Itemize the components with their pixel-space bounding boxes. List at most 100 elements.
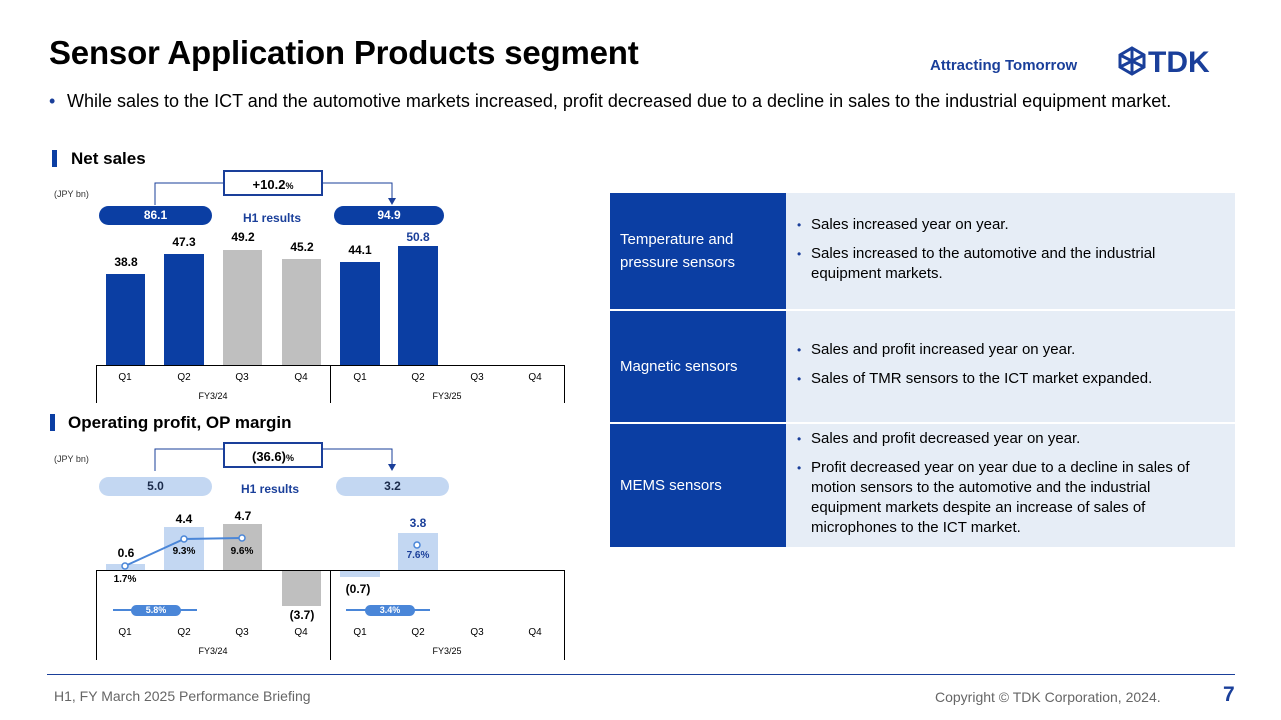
- net-sales-bar-q4-fy24: [282, 259, 321, 365]
- footer-left-text: H1, FY March 2025 Performance Briefing: [54, 688, 311, 704]
- op-h1-results-label: H1 results: [241, 482, 300, 496]
- op-margin-label: 7.6%: [406, 550, 430, 561]
- fy-label: FY3/24: [198, 646, 228, 656]
- quarter-label: Q4: [294, 372, 308, 383]
- tdk-logo: TDK: [1118, 46, 1210, 76]
- description-cell: Sales and profit decreased year on year.…: [786, 423, 1235, 549]
- description-cell: Sales increased year on year. Sales incr…: [786, 193, 1235, 311]
- axis-divider: [330, 570, 331, 660]
- list-item: Sales of TMR sensors to the ICT market e…: [797, 369, 1215, 389]
- op-growth-unit: %: [285, 453, 294, 463]
- net-sales-heading: Net sales: [71, 149, 146, 168]
- op-value-label: 0.6: [117, 546, 135, 560]
- op-margin-label: 1.7%: [113, 574, 137, 585]
- op-avg-margin-curr: 3.4%: [365, 605, 415, 616]
- op-avg-margin-prev: 5.8%: [131, 605, 181, 616]
- bullet-dot: •: [49, 91, 56, 111]
- copyright-text: Copyright © TDK Corporation, 2024.: [935, 689, 1161, 705]
- net-sales-growth-box: +10.2%: [223, 170, 323, 196]
- quarter-label: Q2: [177, 627, 191, 638]
- net-sales-value-label: 50.8: [406, 230, 430, 244]
- list-item: Sales increased to the automotive and th…: [797, 244, 1215, 284]
- section-marker: [50, 414, 55, 431]
- tagline: Attracting Tomorrow: [930, 57, 1078, 74]
- quarter-label: Q4: [528, 627, 542, 638]
- net-sales-value-label: 44.1: [348, 243, 372, 257]
- net-sales-unit: (JPY bn): [54, 189, 89, 199]
- net-sales-growth-unit: %: [285, 181, 294, 191]
- h1-curr-pill: 94.9: [334, 206, 444, 225]
- quarter-label: Q2: [411, 372, 425, 383]
- net-sales-growth: +10.2: [252, 177, 286, 192]
- quarter-label: Q3: [470, 372, 484, 383]
- op-value-label: 4.4: [175, 512, 193, 526]
- page-number: 7: [1223, 683, 1235, 706]
- net-sales-bar-q1-fy25: [340, 262, 380, 365]
- net-sales-connector: [154, 182, 396, 471]
- net-sales-bar-q3-fy24: [223, 250, 262, 365]
- op-h1-prev-pill: 5.0: [99, 477, 212, 496]
- h1-results-label: H1 results: [243, 211, 302, 225]
- list-item: Sales and profit decreased year on year.: [797, 429, 1215, 449]
- list-item: Sales and profit increased year on year.: [797, 340, 1215, 360]
- h1-prev-pill: 86.1: [99, 206, 212, 225]
- net-sales-bar-q1-fy24: [106, 274, 145, 365]
- op-growth: (36.6): [252, 449, 286, 464]
- axis-divider: [96, 570, 97, 660]
- net-sales-value-label: 38.8: [114, 255, 138, 269]
- quarter-label: Q1: [118, 627, 132, 638]
- section-marker: [52, 150, 57, 167]
- op-bar-q4-fy24: [282, 570, 321, 606]
- fy-label: FY3/24: [198, 391, 228, 401]
- op-unit: (JPY bn): [54, 454, 89, 464]
- net-sales-bar-q2-fy24: [164, 254, 204, 365]
- op-margin-label: 9.6%: [230, 546, 254, 557]
- quarter-label: Q2: [177, 372, 191, 383]
- op-margin-label: 9.3%: [172, 546, 196, 557]
- op-value-label: 3.8: [409, 516, 427, 530]
- list-item: Profit decreased year on year due to a d…: [797, 458, 1215, 538]
- svg-text:TDK: TDK: [1148, 46, 1210, 76]
- quarter-label: Q4: [528, 372, 542, 383]
- op-bar-q2-fy25: [398, 533, 438, 570]
- quarter-label: Q1: [353, 372, 367, 383]
- op-bar-q2-fy24: [164, 527, 204, 570]
- op-value-label: (0.7): [345, 582, 371, 596]
- op-bar-q3-fy24: [223, 524, 262, 570]
- quarter-label: Q1: [353, 627, 367, 638]
- net-sales-bar-q2-fy25: [398, 246, 438, 365]
- net-sales-value-label: 45.2: [290, 240, 314, 254]
- op-h1-curr-pill: 3.2: [336, 477, 449, 496]
- description-cell: Sales and profit increased year on year.…: [786, 310, 1235, 424]
- category-cell: Temperature and pressure sensors: [610, 193, 786, 311]
- op-bar-q1-fy25: [340, 570, 380, 577]
- axis-divider: [564, 365, 565, 403]
- op-value-label: 4.7: [234, 509, 252, 523]
- quarter-label: Q4: [294, 627, 308, 638]
- quarter-label: Q1: [118, 372, 132, 383]
- table-row: Magnetic sensors Sales and profit increa…: [610, 310, 1235, 424]
- op-margin-line: [113, 534, 430, 611]
- quarter-label: Q3: [235, 627, 249, 638]
- page-title: Sensor Application Products segment: [49, 34, 639, 71]
- op-growth-box: (36.6)%: [223, 442, 323, 468]
- category-cell: MEMS sensors: [610, 423, 786, 549]
- quarter-label: Q2: [411, 627, 425, 638]
- category-cell: Magnetic sensors: [610, 310, 786, 424]
- op-heading: Operating profit, OP margin: [68, 413, 292, 432]
- op-value-label: (3.7): [289, 608, 315, 622]
- sensor-info-table: Temperature and pressure sensors Sales i…: [610, 193, 1235, 549]
- axis-divider: [564, 570, 565, 660]
- fy-label: FY3/25: [432, 646, 462, 656]
- quarter-label: Q3: [470, 627, 484, 638]
- axis-divider: [96, 365, 97, 403]
- quarter-label: Q3: [235, 372, 249, 383]
- axis-divider: [330, 365, 331, 403]
- table-row: MEMS sensors Sales and profit decreased …: [610, 423, 1235, 549]
- table-row: Temperature and pressure sensors Sales i…: [610, 193, 1235, 311]
- list-item: Sales increased year on year.: [797, 215, 1215, 235]
- net-sales-value-label: 47.3: [172, 235, 196, 249]
- summary-text: While sales to the ICT and the automotiv…: [67, 91, 1172, 111]
- fy-label: FY3/25: [432, 391, 462, 401]
- net-sales-value-label: 49.2: [231, 230, 255, 244]
